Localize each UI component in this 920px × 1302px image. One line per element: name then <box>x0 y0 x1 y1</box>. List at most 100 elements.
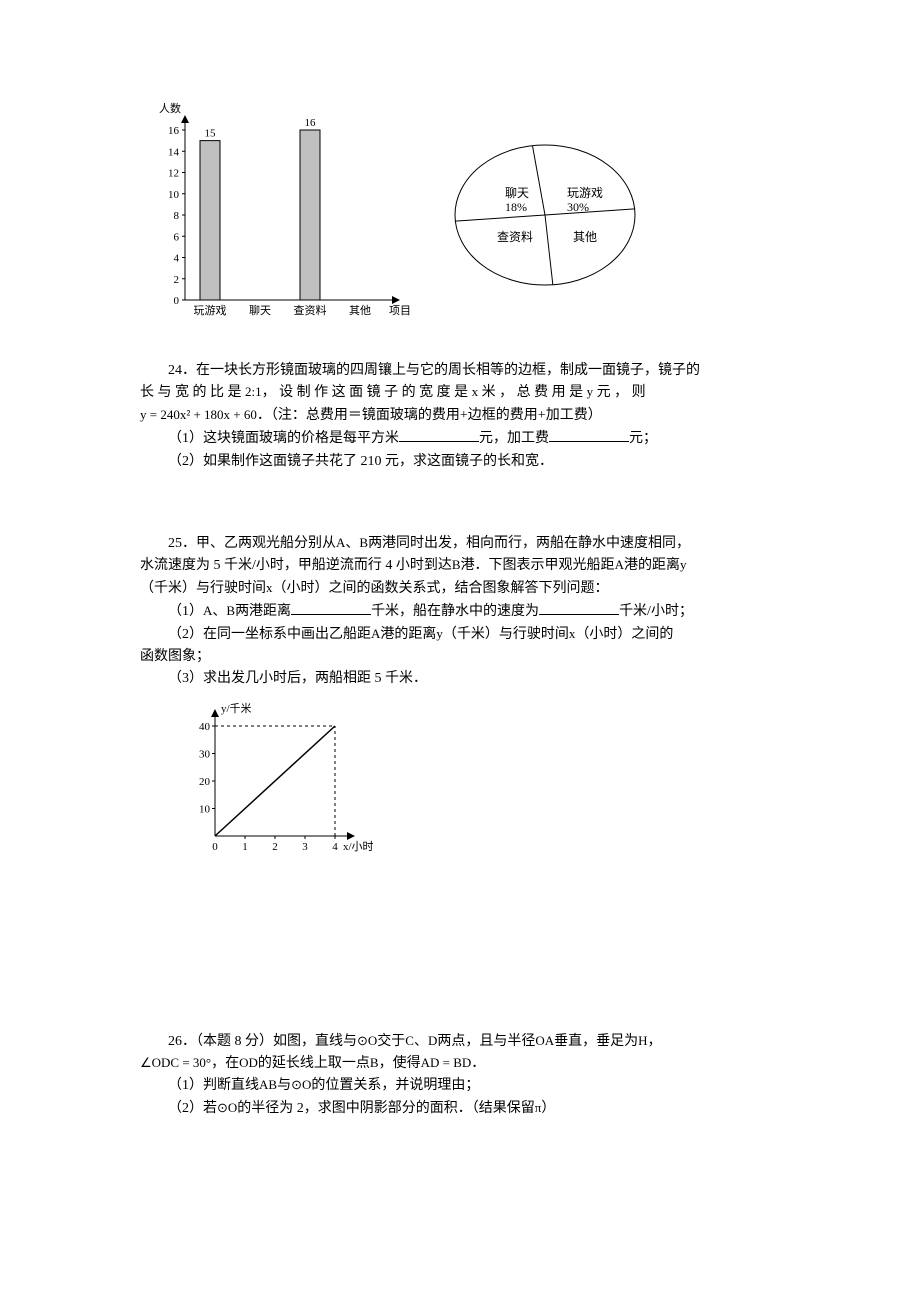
p26-eq: AD = BD <box>421 1055 472 1070</box>
p26-num: 26． <box>168 1034 196 1049</box>
svg-text:其他: 其他 <box>573 230 597 244</box>
problem-24: 24．在一块长方形镜面玻璃的四周镶上与它的周长相等的边框，制成一面镜子，镜子的 … <box>140 360 780 473</box>
svg-text:玩游戏: 玩游戏 <box>194 304 227 317</box>
charts-row: 0246810121416人数15玩游戏聊天16查资料其他项目 聊天18%玩游戏… <box>140 100 780 330</box>
p26-circO: ⊙O <box>357 1033 377 1048</box>
svg-text:其他: 其他 <box>349 304 371 317</box>
p26-t9: ，使得 <box>379 1056 421 1071</box>
p25-q1a: （1） <box>168 604 203 619</box>
bar-chart: 0246810121416人数15玩游戏聊天16查资料其他项目 <box>140 100 420 330</box>
svg-text:14: 14 <box>168 146 180 158</box>
svg-text:项目: 项目 <box>389 304 411 317</box>
p26-t7: ，在 <box>211 1056 239 1071</box>
p25-q1-B: B <box>226 603 235 618</box>
svg-text:20: 20 <box>199 776 211 788</box>
p24-line2: 长 与 宽 的 比 是 2:1， 设 制 作 这 面 镜 子 的 宽 度 是 x… <box>140 382 780 404</box>
svg-text:40: 40 <box>199 721 211 733</box>
p25-q2b: 港的距离 <box>380 627 436 642</box>
p26-C: C <box>405 1033 414 1048</box>
p24-q1c: 元； <box>629 431 657 446</box>
p25-t8: （小时）之间的函数关系式，结合图象解答下列问题： <box>273 581 609 596</box>
p25-q1-sep: 、 <box>212 604 226 619</box>
svg-text:x/小时: x/小时 <box>343 840 374 853</box>
p26-t3: 、 <box>414 1034 428 1049</box>
svg-text:2: 2 <box>174 274 180 286</box>
p25-q1-A: A <box>203 603 212 618</box>
p26-Bpt: B <box>370 1055 379 1070</box>
svg-text:6: 6 <box>174 231 180 243</box>
svg-text:15: 15 <box>205 128 217 140</box>
blank-fee <box>549 427 629 442</box>
p25-q2d: （小时）之间的 <box>575 627 673 642</box>
p25-q3-text: （3）求出发几小时后，两船相距 5 千米． <box>168 671 427 686</box>
svg-text:查资料: 查资料 <box>497 230 533 244</box>
p24-t6: ．（注：总费用＝镜面玻璃的费用+边框的费用+加工费） <box>257 408 602 423</box>
svg-text:1: 1 <box>242 841 248 853</box>
svg-text:12: 12 <box>168 168 179 180</box>
blank-speed <box>539 600 619 615</box>
p25-q2a: （2）在同一坐标系中画出乙船距 <box>168 627 371 642</box>
pie-chart: 聊天18%玩游戏30%其他查资料 <box>440 130 650 300</box>
p25-t7: （千米）与行驶时间 <box>140 581 266 596</box>
p26-t1: （本题 8 分）如图，直线与 <box>196 1034 357 1049</box>
p25-q1c: 千米，船在静水中的速度为 <box>371 604 539 619</box>
p25-q1d: 千米/小时； <box>619 604 693 619</box>
p24-q1: （1）这块镜面玻璃的价格是每平方米 元，加工费 元； <box>140 427 780 450</box>
p24-q1a: （1）这块镜面玻璃的价格是每平方米 <box>168 431 399 446</box>
p26-AB: AB <box>259 1077 277 1092</box>
svg-text:8: 8 <box>174 210 180 222</box>
p25-q2c: （千米）与行驶时间 <box>443 627 569 642</box>
line-graph: 1020304001234y/千米x/小时 <box>180 701 380 861</box>
p24-q2: （2）如果制作这面镜子共花了 210 元，求这面镜子的长和宽． <box>140 451 780 473</box>
svg-text:4: 4 <box>332 841 338 853</box>
p26-t10: ． <box>471 1056 485 1071</box>
svg-text:2: 2 <box>272 841 278 853</box>
p25-t2: 、 <box>345 536 359 551</box>
p24-line1: 24．在一块长方形镜面玻璃的四周镶上与它的周长相等的边框，制成一面镜子，镜子的 <box>140 360 780 382</box>
p25-q1b: 两港距离 <box>235 604 291 619</box>
svg-text:16: 16 <box>168 125 180 137</box>
p26-q2a: （2）若 <box>168 1101 217 1116</box>
p25-y: y <box>680 557 687 572</box>
p26-t5: 垂直，垂足为 <box>554 1034 638 1049</box>
p25-line3: （千米）与行驶时间x（小时）之间的函数关系式，结合图象解答下列问题： <box>140 578 780 600</box>
p24-formula: y = 240x² + 180x + 60 <box>140 407 257 422</box>
p26-q1a: （1）判断直线 <box>168 1078 259 1093</box>
svg-text:聊天: 聊天 <box>505 186 529 200</box>
svg-text:10: 10 <box>168 189 180 201</box>
p25-line1: 25．甲、乙两观光船分别从A、B两港同时出发，相向而行，两船在静水中速度相同， <box>140 533 780 555</box>
p26-t2: 交于 <box>377 1034 405 1049</box>
p25-B: B <box>359 535 368 550</box>
p24-t3: ， 设 制 作 这 面 镜 子 的 宽 度 是 <box>262 385 472 400</box>
p24-num: 24． <box>168 363 196 378</box>
p25-q3: （3）求出发几小时后，两船相距 5 千米． <box>140 668 780 690</box>
p26-t6: ， <box>648 1034 662 1049</box>
p24-q1b: 元，加工费 <box>479 431 549 446</box>
problem-26: 26．（本题 8 分）如图，直线与⊙O交于C、D两点，且与半径OA垂直，垂足为H… <box>140 1031 780 1121</box>
p25-q1: （1）A、B两港距离 千米，船在静水中的速度为 千米/小时； <box>140 600 780 623</box>
p25-A2: A <box>615 557 624 572</box>
svg-text:查资料: 查资料 <box>294 303 327 317</box>
p26-q1: （1）判断直线AB与⊙O的位置关系，并说明理由； <box>140 1075 780 1097</box>
svg-text:玩游戏: 玩游戏 <box>567 186 603 200</box>
p25-B2: B <box>452 557 461 572</box>
p24-t1: 在一块长方形镜面玻璃的四周镶上与它的周长相等的边框，制成一面镜子，镜子的 <box>196 363 700 378</box>
svg-text:16: 16 <box>305 117 317 129</box>
p26-line1: 26．（本题 8 分）如图，直线与⊙O交于C、D两点，且与半径OA垂直，垂足为H… <box>140 1031 780 1053</box>
svg-text:人数: 人数 <box>159 102 181 115</box>
p26-H: H <box>638 1033 647 1048</box>
svg-text:30%: 30% <box>567 200 589 214</box>
p26-OA: OA <box>535 1033 554 1048</box>
p25-t5: 港．下图表示甲观光船距 <box>461 558 615 573</box>
p26-circO2: ⊙O <box>291 1077 311 1092</box>
p26-line2: ∠ODC = 30°，在OD的延长线上取一点B，使得AD = BD． <box>140 1053 780 1075</box>
svg-text:聊天: 聊天 <box>249 303 271 317</box>
p26-OD: OD <box>239 1055 258 1070</box>
p26-D: D <box>428 1033 437 1048</box>
p26-q1c: 的位置关系，并说明理由； <box>311 1078 479 1093</box>
p25-A: A <box>336 535 345 550</box>
svg-text:0: 0 <box>212 841 218 853</box>
p26-q2b: 的半径为 2，求图中阴影部分的面积．（结果保留 <box>237 1101 535 1116</box>
p24-q2-text: （2）如果制作这面镜子共花了 210 元，求这面镜子的长和宽． <box>168 454 553 469</box>
p25-num: 25． <box>168 536 196 551</box>
